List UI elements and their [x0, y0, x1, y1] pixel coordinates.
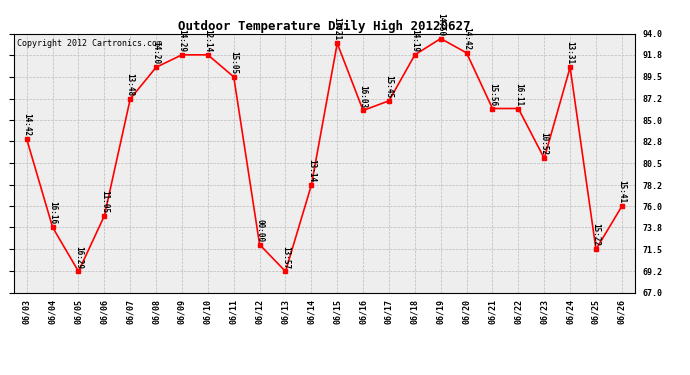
Text: 15:45: 15:45 — [384, 75, 393, 98]
Text: 10:52: 10:52 — [540, 132, 549, 156]
Text: 14:42: 14:42 — [462, 27, 471, 50]
Text: 12:14: 12:14 — [204, 29, 213, 52]
Text: 15:22: 15:22 — [591, 224, 600, 247]
Text: 13:31: 13:31 — [566, 41, 575, 64]
Text: 14:20: 14:20 — [152, 41, 161, 64]
Text: 16:16: 16:16 — [48, 201, 57, 225]
Text: 15:56: 15:56 — [488, 82, 497, 106]
Text: 13:21: 13:21 — [333, 17, 342, 40]
Text: Copyright 2012 Cartronics.com: Copyright 2012 Cartronics.com — [17, 39, 162, 48]
Text: 13:57: 13:57 — [281, 246, 290, 268]
Text: 13:48: 13:48 — [126, 73, 135, 96]
Text: 15:41: 15:41 — [618, 180, 627, 204]
Text: 16:11: 16:11 — [514, 82, 523, 106]
Text: 14:29: 14:29 — [177, 29, 186, 52]
Text: 14:50: 14:50 — [436, 13, 445, 36]
Text: 00:00: 00:00 — [255, 219, 264, 242]
Title: Outdoor Temperature Daily High 20120627: Outdoor Temperature Daily High 20120627 — [178, 20, 471, 33]
Text: 14:19: 14:19 — [411, 29, 420, 52]
Text: 14:42: 14:42 — [22, 113, 31, 136]
Text: 16:29: 16:29 — [74, 246, 83, 268]
Text: 15:05: 15:05 — [229, 51, 238, 74]
Text: 13:14: 13:14 — [307, 159, 316, 182]
Text: 11:05: 11:05 — [100, 190, 109, 213]
Text: 16:03: 16:03 — [359, 84, 368, 108]
